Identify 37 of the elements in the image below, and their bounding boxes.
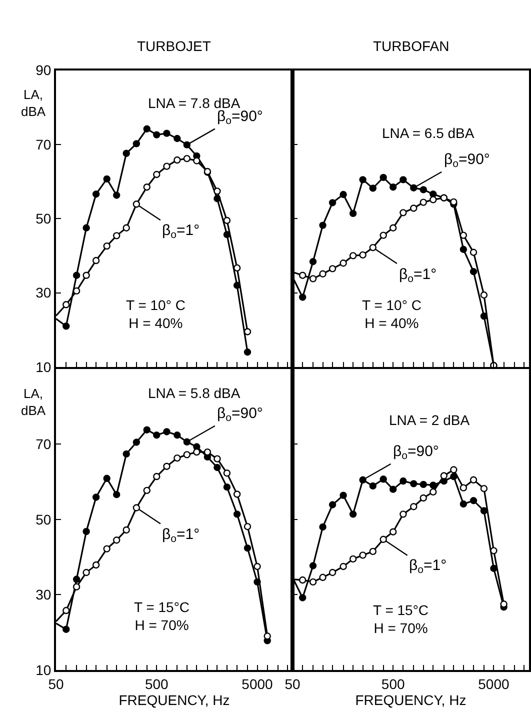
y-tick-label: 30 <box>36 586 52 603</box>
annotation: β$_{o}$=90° <box>444 151 490 170</box>
y-tick-label: 50 <box>36 511 52 528</box>
annotation: β$_{o}$=1° <box>399 266 437 286</box>
x-axis-title: FREQUENCY, Hz <box>355 692 466 708</box>
x-tick-label: 5000 <box>242 676 274 692</box>
x-tick-label: 50 <box>284 676 300 692</box>
annotation: β$_{o}$=90° <box>217 405 263 424</box>
x-axis-title: FREQUENCY, Hz <box>118 692 230 708</box>
annotation: LNA = 2 dBA <box>389 412 470 428</box>
x-tick-label: 50 <box>48 676 64 692</box>
annotation: T = 10° C H = 40% <box>126 297 186 332</box>
x-tick-label: 500 <box>144 676 169 692</box>
annotation: T = 15°C H = 70% <box>134 599 190 634</box>
annotation: β$_{o}$=90° <box>393 443 439 462</box>
y-axis-title: LA, dBA <box>21 87 46 119</box>
y-tick-label: 50 <box>36 210 52 227</box>
y-tick-label: 10 <box>36 662 52 678</box>
annotation: β$_{o}$=1° <box>162 222 200 242</box>
annotation: β$_{o}$=1° <box>409 557 447 576</box>
annotation: LNA = 5.8 dBA <box>148 385 241 401</box>
y-tick-label: 30 <box>36 284 52 301</box>
annotation: β$_{o}$=1° <box>162 526 200 546</box>
x-tick-label: 500 <box>381 676 405 692</box>
y-tick-label: 90 <box>36 62 52 78</box>
annotation: LNA = 7.8 dBA <box>148 95 241 111</box>
y-tick-label: 70 <box>36 136 52 152</box>
y-axis-title: LA, dBA <box>21 386 46 418</box>
annotation: T = 15°C H = 70% <box>373 602 429 636</box>
annotation: LNA = 6.5 dBA <box>382 125 475 141</box>
chart-title: TURBOJET <box>137 38 212 54</box>
y-tick-label: 70 <box>36 436 52 452</box>
annotation: T = 10° C H = 40% <box>362 297 422 332</box>
y-tick-label: 10 <box>36 358 52 375</box>
x-tick-label: 5000 <box>478 676 510 692</box>
chart-title: TURBOFAN <box>373 38 450 54</box>
annotation: β$_{o}$=90° <box>217 108 263 128</box>
